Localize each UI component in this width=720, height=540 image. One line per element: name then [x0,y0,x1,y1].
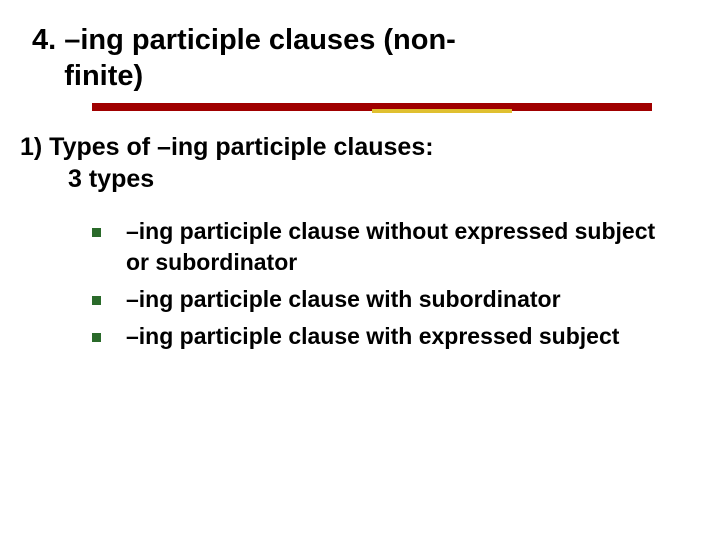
rule-accent [372,109,512,113]
list-item: –ing participle clause without expressed… [92,216,680,278]
title-block: 4. –ing participle clauses (non- 4. fini… [0,0,720,113]
square-bullet-icon [92,228,101,237]
bullet-list: –ing participle clause without expressed… [20,216,680,352]
list-item-text: –ing participle clause without expressed… [126,218,655,275]
slide: 4. –ing participle clauses (non- 4. fini… [0,0,720,540]
list-item-text: –ing participle clause with expressed su… [126,323,619,349]
title-rule [92,103,688,113]
square-bullet-icon [92,333,101,342]
title-line2: finite) [64,60,143,92]
section-subhead: 1) Types of –ing participle clauses: 3 t… [20,131,680,196]
list-item: –ing participle clause with expressed su… [92,321,680,352]
list-item-text: –ing participle clause with subordinator [126,286,561,312]
list-item: –ing participle clause with subordinator [92,284,680,315]
square-bullet-icon [92,296,101,305]
subhead-line1: 1) Types of –ing participle clauses: [20,131,680,164]
slide-title: 4. –ing participle clauses (non- 4. fini… [32,22,688,95]
body-block: 1) Types of –ing participle clauses: 3 t… [0,113,720,352]
title-line1: –ing participle clauses (non- [64,24,456,56]
subhead-line2: 3 types [20,163,680,196]
title-number: 4. [32,22,56,58]
